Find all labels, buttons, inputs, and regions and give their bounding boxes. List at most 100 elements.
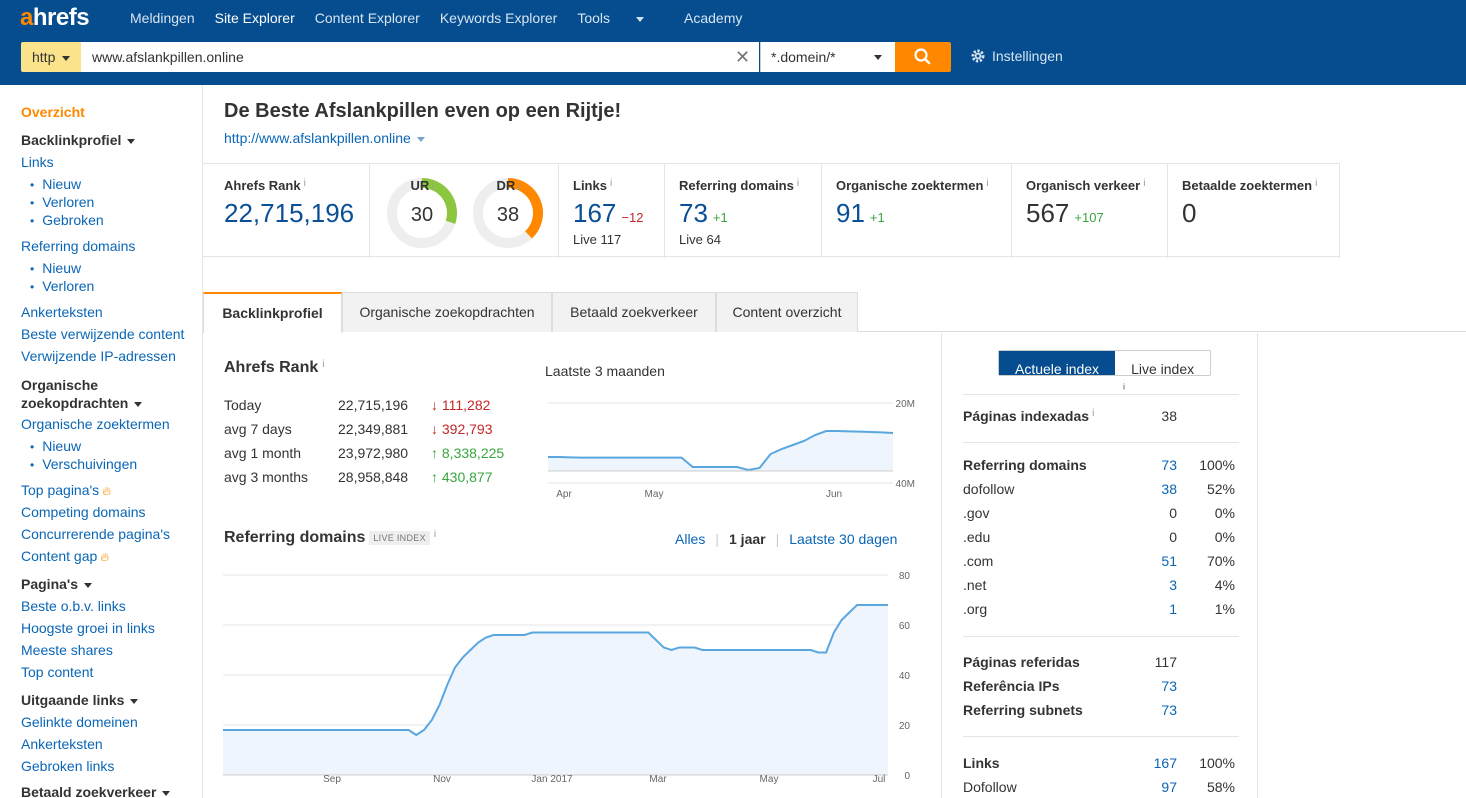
sidebar-item-ok-new[interactable]: Nieuw: [30, 438, 81, 454]
range-selector: Alles | 1 jaar | Laatste 30 dagen: [675, 531, 907, 547]
clear-icon[interactable]: ✕: [735, 47, 751, 67]
info-icon[interactable]: i: [322, 359, 325, 370]
sidebar-heading-backlink-profile[interactable]: Backlinkprofiel: [21, 132, 136, 148]
x-tick-label: Nov: [433, 774, 451, 785]
metrics-strip: Ahrefs Rank i 22,715,196 UR i 30 DR i 38 Li…: [203, 163, 1340, 258]
series-area: [223, 605, 888, 775]
range-30-days[interactable]: Laatste 30 dagen: [789, 531, 898, 547]
sidebar-item-competing-domains[interactable]: Competing domains: [21, 504, 146, 520]
metric-label: Ahrefs Rank i: [224, 178, 306, 193]
sidebar-heading-label: Organische zoekopdrachten: [21, 377, 129, 411]
sidebar-item-links[interactable]: Links: [21, 154, 54, 170]
info-icon[interactable]: i: [609, 178, 613, 189]
nav-link-academy[interactable]: Academy: [684, 10, 743, 26]
sidebar-item-ok-moves[interactable]: Verschuivingen: [30, 456, 137, 472]
current-index-button[interactable]: Actuele index i: [999, 351, 1116, 391]
protocol-value: http: [32, 49, 56, 65]
sidebar-item-top-pages[interactable]: Top pagina's 🔥︎: [21, 482, 111, 499]
sidebar-item-most-shares[interactable]: Meeste shares: [21, 642, 113, 658]
protocol-select[interactable]: http: [21, 42, 81, 72]
nav-link-tools[interactable]: Tools: [577, 10, 664, 26]
metric-value[interactable]: 167 −12: [573, 198, 644, 228]
sidebar-heading-paid[interactable]: Betaald zoekverkeer: [21, 784, 171, 798]
live-index-button[interactable]: Live index i: [1123, 361, 1195, 392]
mode-select[interactable]: *.domein/*: [760, 42, 895, 72]
chevron-down-icon: [127, 138, 136, 144]
sidebar-item-anchors[interactable]: Ankerteksten: [21, 304, 103, 320]
sidebar-item-rd-lost[interactable]: Verloren: [30, 278, 94, 294]
sidebar-item-links-lost[interactable]: Verloren: [30, 194, 94, 210]
divider: [963, 442, 1239, 443]
tab-backlink-profile[interactable]: Backlinkprofiel: [203, 292, 342, 333]
ahrefs-logo[interactable]: ahrefs: [20, 4, 90, 31]
search-button[interactable]: [895, 42, 951, 72]
search-icon: [914, 48, 931, 65]
rank-chart-caption: Laatste 3 maanden: [545, 363, 665, 379]
tab-content-overview[interactable]: Content overzicht: [716, 292, 858, 332]
divider: [963, 636, 1239, 637]
x-tick-label: May: [645, 489, 664, 500]
info-icon[interactable]: i: [433, 529, 437, 540]
sidebar-item-organic-keywords[interactable]: Organische zoektermen: [21, 416, 170, 432]
sidebar-item-out-anchors[interactable]: Ankerteksten: [21, 736, 103, 752]
index-toggle: Actuele index i Live index i: [998, 350, 1212, 392]
ur-label: UR i: [410, 178, 434, 193]
sidebar-item-broken-links[interactable]: Gebroken links: [21, 758, 115, 774]
info-icon[interactable]: i: [303, 178, 306, 189]
info-icon[interactable]: i: [796, 178, 800, 189]
settings-link[interactable]: Instellingen: [970, 48, 1063, 64]
metric-links: Links i 167 −12 Live 117: [559, 164, 665, 258]
stat-row-referring-subnets: Referring subnets 73: [963, 702, 1177, 718]
nav-link-content-explorer[interactable]: Content Explorer: [314, 10, 420, 26]
nav-link-meldingen[interactable]: Meldingen: [130, 10, 195, 26]
sidebar-item-referring-ips[interactable]: Verwijzende IP-adressen: [21, 348, 176, 364]
series-line: [223, 604, 888, 737]
metric-label: Referring domains i: [679, 178, 800, 193]
url-input[interactable]: [81, 42, 759, 72]
metric-value[interactable]: 73 +1: [679, 198, 728, 228]
sidebar-item-links-new[interactable]: Nieuw: [30, 176, 81, 192]
tab-organic-searches[interactable]: Organische zoekopdrachten: [342, 292, 552, 332]
sidebar-item-top-growth[interactable]: Hoogste groei in links: [21, 620, 155, 636]
y-tick-label: 60: [899, 621, 911, 632]
metric-live: Live 64: [679, 232, 721, 247]
metric-value[interactable]: 91 +1: [836, 198, 885, 228]
sidebar-item-competing-pages[interactable]: Concurrerende pagina's: [21, 526, 170, 542]
sidebar-item-best-by-refcontent[interactable]: Beste verwijzende content: [21, 326, 185, 342]
sidebar-item-links-broken[interactable]: Gebroken: [30, 212, 103, 228]
sidebar-item-referring-domains[interactable]: Referring domains: [21, 238, 136, 254]
series-line: [548, 430, 894, 472]
sidebar-heading-outgoing[interactable]: Uitgaande links: [21, 692, 139, 708]
chevron-down-icon: [62, 55, 71, 61]
sidebar-heading-pages[interactable]: Pagina's: [21, 576, 93, 592]
nav-tools-label: Tools: [577, 10, 611, 26]
sidebar: Overzicht Backlinkprofiel Links Nieuw Ve…: [0, 85, 203, 798]
sidebar-item-rd-new[interactable]: Nieuw: [30, 260, 81, 276]
tab-paid-search[interactable]: Betaald zoekverkeer: [552, 292, 716, 332]
x-tick-label: Sep: [323, 774, 341, 785]
range-1-year[interactable]: 1 jaar: [729, 531, 766, 547]
nav-link-site-explorer[interactable]: Site Explorer: [214, 10, 295, 26]
sidebar-item-linked-domains[interactable]: Gelinkte domeinen: [21, 714, 138, 730]
info-icon[interactable]: i: [986, 178, 989, 189]
referring-domains-chart[interactable]: 0 20 40 60 80 Sep Nov Jan 2017 Mar May Jul: [223, 565, 933, 785]
sidebar-item-best-by-links[interactable]: Beste o.b.v. links: [21, 598, 126, 614]
nav-link-keywords-explorer[interactable]: Keywords Explorer: [439, 10, 558, 26]
info-icon[interactable]: i: [1143, 178, 1146, 189]
info-icon[interactable]: i: [1315, 178, 1318, 189]
metric-delta: −12: [621, 210, 644, 225]
metric-delta: +1: [712, 210, 728, 225]
sidebar-item-content-gap[interactable]: Content gap 🔥︎: [21, 548, 109, 565]
sidebar-item-top-content[interactable]: Top content: [21, 664, 94, 680]
sidebar-heading-organic[interactable]: Organische zoekopdrachten: [21, 376, 161, 412]
info-icon[interactable]: i: [431, 182, 434, 193]
info-icon[interactable]: i: [517, 182, 520, 193]
sidebar-heading-label: Backlinkprofiel: [21, 132, 122, 148]
site-url-text: http://www.afslankpillen.online: [224, 130, 411, 146]
site-url-link[interactable]: http://www.afslankpillen.online: [224, 130, 425, 146]
ahrefs-rank-chart[interactable]: 20M 40M Apr May Jun: [543, 383, 923, 505]
range-all[interactable]: Alles: [675, 531, 706, 547]
sidebar-item-overview[interactable]: Overzicht: [21, 104, 85, 120]
metric-ur-dr: UR i 30 DR i 38: [370, 164, 559, 258]
dr-value: 38: [496, 204, 520, 226]
